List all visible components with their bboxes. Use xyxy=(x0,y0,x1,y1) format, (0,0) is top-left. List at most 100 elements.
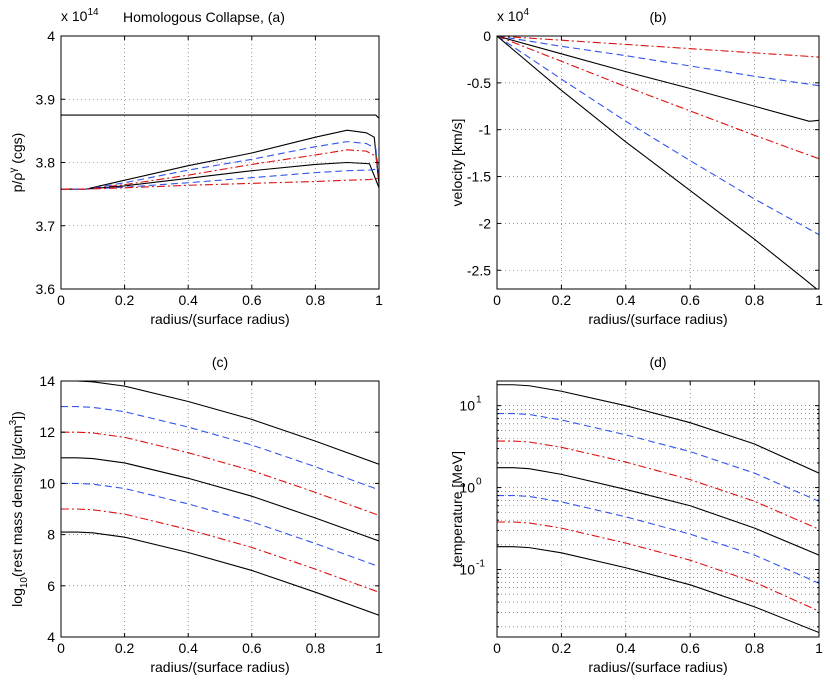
x-tick-label: 0 xyxy=(57,640,65,656)
grid xyxy=(497,36,819,289)
series-blue-2 xyxy=(61,168,379,190)
x-tick-label: 0.4 xyxy=(616,640,636,656)
ylabel-part: log xyxy=(9,588,25,607)
series-red-2 xyxy=(61,508,379,593)
ylabel-part: p/ρ xyxy=(9,173,25,193)
y-tick-label: 0 xyxy=(483,28,491,44)
series-group xyxy=(61,381,379,616)
axes-frame xyxy=(60,380,380,638)
y-tick-label: 3.8 xyxy=(36,155,56,171)
x-tick-label: 0.2 xyxy=(552,640,572,656)
x-tick-label: 0.2 xyxy=(552,292,572,308)
x-tick-label: 0.8 xyxy=(745,640,765,656)
series-blue-1 xyxy=(61,141,379,190)
series-blue-1 xyxy=(497,36,819,87)
panel-a: 0 0.2 0.4 0.6 0.8 1 3.6 3.7 3.8 3.9 4 radius/(surfa… xyxy=(8,7,383,327)
y-tick-label: 10 xyxy=(459,562,475,578)
x-axis-label: radius/(surface radius) xyxy=(150,311,289,327)
ylabel-sup: γ xyxy=(8,168,19,173)
series-blue-2 xyxy=(61,482,379,568)
x-tick-label: 0.8 xyxy=(745,292,765,308)
multiplier-exponent: 14 xyxy=(87,7,99,18)
series-black-2 xyxy=(497,36,818,289)
panel-title: (d) xyxy=(649,354,666,370)
panel-b: 0 0.2 0.4 0.6 0.8 1 0 -0.5 -1 -1.5 -2 -2.5 radius/(s… xyxy=(449,7,823,327)
ylabel-part: (cgs) xyxy=(9,133,25,168)
grid xyxy=(61,381,379,637)
series-black-3 xyxy=(497,546,819,634)
series-red-2 xyxy=(61,177,379,190)
ylabel-sup: 3 xyxy=(8,419,19,425)
series-blue-1 xyxy=(61,406,379,491)
x-tick-label: 0.2 xyxy=(115,640,135,656)
y-tick-label: -2 xyxy=(479,215,492,231)
y-tick-label: 10 xyxy=(459,480,475,496)
y-axis-label: temperature [MeV] xyxy=(449,451,465,567)
series-black-1 xyxy=(61,381,379,465)
y-tick-exponent: 0 xyxy=(476,477,482,488)
x-tick-label: 0.4 xyxy=(616,292,636,308)
x-tick-label: 0.6 xyxy=(242,292,262,308)
y-tick-label: 3.7 xyxy=(36,218,56,234)
series-blue-2 xyxy=(497,494,819,584)
series-black-2 xyxy=(61,457,379,542)
figure-title: Homologous Collapse, (a) xyxy=(123,9,285,25)
x-tick-label: 1 xyxy=(375,292,383,308)
y-tick-exponent: -1 xyxy=(476,559,485,570)
multiplier-base: x 10 xyxy=(497,8,524,24)
y-tick-label: 6 xyxy=(47,578,55,594)
x-tick-label: 1 xyxy=(815,292,823,308)
series-red-1 xyxy=(497,440,819,530)
x-tick-label: 0.6 xyxy=(242,640,262,656)
y-tick-label: 12 xyxy=(39,424,55,440)
x-tick-label: 1 xyxy=(375,640,383,656)
series-black-1 xyxy=(61,114,379,119)
x-tick-label: 0.8 xyxy=(306,292,326,308)
y-tick-label: 3.9 xyxy=(36,91,56,107)
axis-multiplier: x 104 xyxy=(497,7,529,24)
x-tick-label: 0.6 xyxy=(680,640,700,656)
ticks xyxy=(60,35,380,290)
series-black-2 xyxy=(61,129,379,190)
x-tick-label: 0 xyxy=(493,292,501,308)
y-tick-label: 10 xyxy=(459,398,475,414)
y-axis-label: log10(rest mass density [g/cm3]) xyxy=(8,411,30,607)
y-axis-label: p/ργ (cgs) xyxy=(8,133,25,193)
y-tick-label: 10 xyxy=(39,475,55,491)
y-tick-label: -0.5 xyxy=(467,75,491,91)
x-axis-label: radius/(surface radius) xyxy=(588,659,727,675)
axis-multiplier: x 1014 xyxy=(61,7,99,24)
axes-frame xyxy=(60,35,380,290)
x-tick-label: 0.4 xyxy=(178,640,198,656)
x-tick-label: 1 xyxy=(815,640,823,656)
x-tick-label: 0.6 xyxy=(680,292,700,308)
series-black-1 xyxy=(497,384,819,474)
ticks xyxy=(496,380,820,637)
series-red-2 xyxy=(497,521,819,612)
series-blue-2 xyxy=(497,36,819,236)
ylabel-part: ]) xyxy=(9,411,25,420)
y-tick-exponent: 1 xyxy=(476,395,482,406)
series-red-1 xyxy=(61,149,379,190)
multiplier-exponent: 4 xyxy=(523,7,529,18)
series-red-1 xyxy=(61,431,379,516)
panel-title: (c) xyxy=(212,354,228,370)
series-black-2 xyxy=(497,467,819,556)
series-group xyxy=(497,36,819,289)
x-tick-label: 0.8 xyxy=(306,640,326,656)
grid xyxy=(61,36,379,289)
axes-frame xyxy=(496,35,820,290)
y-tick-label: 14 xyxy=(39,373,55,389)
series-group xyxy=(61,114,379,190)
series-black-3 xyxy=(61,531,379,616)
multiplier-base: x 10 xyxy=(61,8,88,24)
x-tick-label: 0 xyxy=(493,640,501,656)
y-tick-label: 4 xyxy=(47,28,55,44)
series-red-2 xyxy=(497,36,819,160)
x-tick-label: 0 xyxy=(57,292,65,308)
y-tick-label: 4 xyxy=(47,629,55,645)
y-tick-label: -1 xyxy=(479,122,492,138)
